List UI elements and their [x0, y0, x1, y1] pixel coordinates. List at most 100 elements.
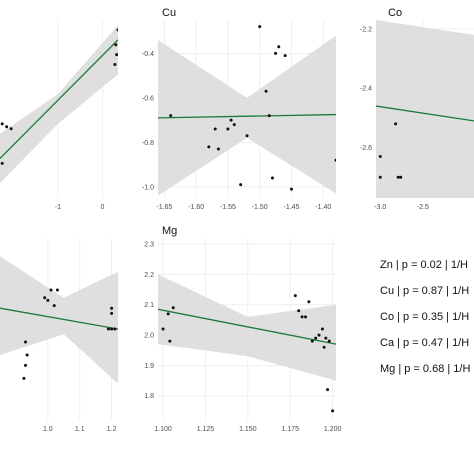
x-tick-label: -1.60	[188, 204, 204, 211]
x-tick-label: 0	[100, 204, 104, 211]
data-point	[9, 127, 13, 131]
data-point	[5, 125, 9, 129]
data-point	[307, 300, 311, 304]
x-tick-label: -1.65	[156, 204, 172, 211]
data-point	[213, 127, 217, 131]
data-point	[216, 147, 220, 151]
confidence-band	[376, 20, 474, 198]
x-tick-label: 1.150	[239, 426, 257, 433]
plot-area	[0, 238, 118, 420]
data-point	[327, 339, 331, 343]
data-point	[245, 134, 249, 138]
legend-row-mg: Mg | p = 0.68 | 1/H	[380, 363, 471, 375]
data-point	[207, 145, 211, 149]
data-point	[49, 288, 53, 292]
data-point	[110, 311, 114, 315]
data-point	[24, 363, 28, 367]
data-point	[310, 339, 314, 343]
confidence-band	[158, 274, 336, 381]
data-point	[378, 175, 382, 179]
legend-row-co: Co | p = 0.35 | 1/H	[380, 311, 470, 323]
data-point	[116, 28, 118, 32]
y-tick-label: 2.1	[144, 302, 154, 309]
y-tick-label: 2.2	[144, 272, 154, 279]
y-tick-label: -2.6	[360, 145, 372, 152]
legend-row-cu: Cu | p = 0.87 | 1/H	[380, 285, 470, 297]
data-point	[22, 376, 26, 380]
data-point	[55, 288, 59, 292]
data-point	[324, 336, 328, 340]
data-point	[110, 327, 114, 331]
data-point	[267, 114, 271, 118]
panel-cu: -1.65 -1.60 -1.55 -1.50 -1.45 -1.40 -0.4 -0.6 -0…	[142, 7, 336, 211]
data-point	[258, 25, 262, 29]
x-tick-label: -1.40	[315, 204, 331, 211]
data-point	[297, 309, 301, 313]
x-tick-label: -3.0	[374, 204, 386, 211]
data-point	[320, 327, 324, 331]
plot-area	[158, 20, 336, 198]
y-tick-label: 2.3	[144, 242, 154, 249]
x-tick-label: 1.0	[43, 426, 53, 433]
y-tick-label: -0.4	[142, 51, 154, 58]
plot-area	[376, 20, 474, 198]
p-value-legend: Zn | p = 0.02 | 1/H Cu | p = 0.87 | 1/H …	[380, 252, 474, 382]
data-point	[303, 315, 307, 319]
data-point	[326, 388, 330, 392]
x-tick-label: 1.2	[107, 426, 117, 433]
data-point	[114, 43, 118, 47]
data-point	[331, 409, 335, 413]
x-tick-label: 1.125	[197, 426, 215, 433]
plot-area	[0, 20, 118, 198]
data-point	[283, 54, 287, 58]
y-tick-label: -2.2	[360, 26, 372, 33]
plot-area	[158, 238, 336, 420]
data-point	[293, 294, 297, 298]
y-tick-label: -2.4	[360, 86, 372, 93]
data-point	[113, 327, 117, 331]
panel-ca: 1.0 1.1 1.2	[0, 238, 118, 433]
data-point	[161, 327, 165, 331]
data-point	[317, 333, 321, 337]
data-point	[115, 53, 118, 57]
data-point	[334, 158, 336, 162]
x-tick-label: -2.5	[417, 204, 429, 211]
x-tick-label: -1.55	[220, 204, 236, 211]
data-point	[43, 296, 47, 300]
data-point	[229, 118, 233, 122]
data-point	[106, 327, 110, 331]
regression-line	[0, 307, 118, 330]
data-point	[25, 353, 29, 357]
panel-first: -1 0	[0, 20, 118, 211]
data-point	[322, 345, 326, 349]
data-point	[24, 340, 28, 344]
data-point	[396, 175, 400, 179]
x-tick-label: 1.200	[324, 426, 342, 433]
data-point	[274, 51, 278, 55]
data-point	[378, 154, 382, 158]
regression-line	[158, 113, 336, 119]
data-point	[226, 127, 230, 131]
y-tick-label: 2.0	[144, 333, 154, 340]
data-point	[46, 298, 50, 302]
regression-line	[158, 308, 336, 345]
panel-title: Cu	[162, 7, 176, 19]
data-point	[264, 89, 268, 93]
data-point	[290, 187, 293, 191]
data-point	[232, 123, 236, 127]
data-point	[239, 183, 243, 187]
y-tick-label: -0.8	[142, 140, 154, 147]
x-tick-label: -1	[55, 204, 61, 211]
legend-row-zn: Zn | p = 0.02 | 1/H	[380, 259, 468, 271]
data-point	[113, 63, 117, 66]
legend-row-ca: Ca | p = 0.47 | 1/H	[380, 337, 470, 349]
panel-title: Co	[388, 7, 402, 19]
data-point	[166, 312, 170, 316]
x-tick-label: -1.50	[252, 204, 268, 211]
x-tick-label: 1.175	[281, 426, 299, 433]
data-point	[0, 122, 4, 126]
data-point	[277, 45, 281, 49]
y-tick-label: -1.0	[142, 184, 154, 191]
data-point	[0, 161, 4, 165]
